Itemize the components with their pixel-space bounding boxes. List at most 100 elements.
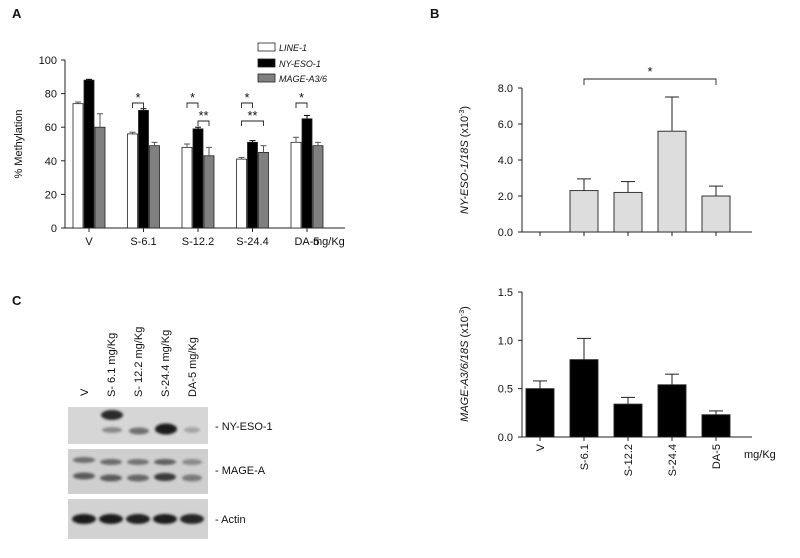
- panel-b-letter: B: [430, 6, 439, 21]
- band-nyeso1-s61-upper: [101, 410, 123, 420]
- chart-b-bottom-y-tick-label: 1.5: [498, 287, 513, 299]
- band-actin-v: [72, 514, 96, 524]
- band-nyeso1-s61-lower: [102, 427, 122, 433]
- chart-a-y-tick-label: 60: [45, 122, 57, 134]
- chart-a-x-tick-label: V: [85, 236, 93, 248]
- chart-a-bar: [301, 118, 313, 229]
- legend-swatch-line1: [257, 42, 276, 52]
- band-mage-da5-upper: [182, 459, 202, 465]
- band-mage-s122-upper: [127, 459, 149, 465]
- chart-a-bar: [94, 126, 106, 229]
- chart-b-bottom-bars: [525, 337, 731, 438]
- chart-a-bar: [203, 155, 215, 229]
- chart-b-top-bar: [613, 191, 643, 233]
- chart-a-bar: [290, 141, 302, 229]
- chart-a-y-ticks: 0 20 40 60 80 100: [39, 55, 65, 235]
- chart-b-bottom-bar: [569, 359, 599, 438]
- legend-label-line1: LINE-1: [279, 43, 307, 53]
- chart-a-x-tick-label: S-24.4: [236, 236, 268, 248]
- chart-a-bar: [236, 158, 247, 229]
- chart-b-bottom-y-tick-label: 0.5: [498, 384, 513, 396]
- chart-a-significance-bracket: [186, 102, 199, 108]
- blot-label-nyeso1: - NY-ESO-1: [215, 421, 273, 433]
- chart-b-top-y-tick-label: 4.0: [498, 155, 513, 167]
- chart-b-top: 0.0 2.0 4.0 6.0 8.0 * NY-ESO-1/18S (x10-3): [459, 64, 752, 239]
- band-mage-s244-lower: [154, 473, 176, 481]
- chart-b-bottom-bar: [525, 388, 555, 438]
- chart-b-bottom-y-tick-label: 0.0: [498, 432, 513, 444]
- panel-c-letter: C: [12, 293, 22, 308]
- band-nyeso1-s122: [129, 427, 149, 435]
- chart-a-y-tick-label: 40: [45, 156, 57, 168]
- chart-b-bottom-bar: [657, 384, 687, 438]
- chart-b-bottom-x-ticks: [539, 437, 717, 441]
- chart-a-bar: [247, 141, 258, 229]
- band-nyeso1-da5: [184, 427, 200, 433]
- band-mage-s122-lower: [127, 474, 149, 482]
- chart-a-x-unit: mg/Kg: [313, 236, 345, 248]
- blot-row-mage: - MAGE-A: [68, 449, 266, 494]
- chart-a-y-tick-label: 80: [45, 89, 57, 101]
- chart-a-x-labels: V S-6.1 S-12.2 S-24.4 DA-5: [85, 228, 320, 248]
- chart-a-x-tick-label: S-12.2: [182, 236, 214, 248]
- chart-b-top-significance-bracket: [583, 78, 717, 85]
- chart-a-y-tick-label: 100: [39, 55, 57, 67]
- chart-b-top-bars: [569, 96, 731, 233]
- chart-a-bar: [181, 146, 193, 229]
- blot-label-actin: - Actin: [215, 514, 246, 526]
- chart-a-significance-bracket: [197, 120, 210, 126]
- chart-a-y-axis-title: % Methylation: [13, 109, 25, 178]
- chart-a-bar: [312, 145, 324, 229]
- chart-b-top-y-tick-label: 0.0: [498, 227, 513, 239]
- blot-row-actin: - Actin: [68, 499, 246, 539]
- chart-b-bottom-bar: [701, 414, 731, 438]
- chart-a-significance-bracket: [132, 102, 144, 108]
- chart-b-top-y-ticks: 0.0 2.0 4.0 6.0 8.0: [498, 83, 522, 239]
- chart-b-top-y-axis-title: NY-ESO-1/18S (x10-3): [459, 106, 471, 214]
- chart-a-x-tick-label: DA-5: [294, 236, 319, 248]
- chart-a-bar: [127, 133, 138, 229]
- chart-b-bottom-x-tick-label: S-6.1: [579, 444, 591, 470]
- chart-b-top-y-tick-label: 2.0: [498, 191, 513, 203]
- blot-lane-label: S-24.4 mg/Kg: [160, 330, 172, 397]
- band-mage-da5-lower: [182, 474, 202, 482]
- band-actin-s61: [99, 514, 123, 524]
- chart-a-significance-label: **: [198, 108, 208, 123]
- chart-a-significance: * *******: [132, 90, 308, 126]
- chart-a-significance-label: *: [190, 90, 195, 105]
- western-blot: V S- 6.1 mg/Kg S- 12.2 mg/Kg S-24.4 mg/Kg DA…: [68, 327, 273, 539]
- chart-b-top-y-tick-label: 8.0: [498, 83, 513, 95]
- chart-b-bottom-x-tick-label: S-24.4: [667, 444, 679, 476]
- band-mage-s244-upper: [154, 459, 176, 465]
- blot-lane-label: V: [79, 388, 91, 396]
- legend-label-nyeso1: NY-ESO-1: [279, 59, 321, 69]
- chart-a-bar: [258, 151, 269, 229]
- chart-b-bottom-y-tick-label: 1.0: [498, 335, 513, 347]
- chart-a-bar: [83, 79, 95, 229]
- chart-b-bottom-x-tick-label: V: [535, 443, 547, 451]
- blot-lane-label: S- 6.1 mg/Kg: [106, 333, 118, 397]
- chart-b-top-significance-label: *: [647, 64, 652, 79]
- chart-b-bottom-x-labels: V S-6.1 S-12.2 S-24.4 DA-5: [535, 443, 723, 476]
- blot-lane-label: DA-5 mg/Kg: [187, 337, 199, 397]
- chart-b-bottom: 0.0 0.5 1.0 1.5 V S-6.1 S-12.2 S-24.4 DA-5 MAGE…: [459, 287, 776, 476]
- chart-b-top-y-tick-label: 6.0: [498, 119, 513, 131]
- blot-lane-label: S- 12.2 mg/Kg: [133, 327, 145, 397]
- chart-a-significance-label: *: [135, 90, 140, 105]
- chart-a-bars: [72, 78, 324, 229]
- band-mage-v-upper: [73, 457, 95, 463]
- chart-b-top-bar: [657, 130, 687, 233]
- blot-membrane-nyeso1: [68, 407, 208, 444]
- chart-a-significance-label: *: [299, 90, 304, 105]
- chart-b-bottom-x-unit: mg/Kg: [744, 449, 776, 461]
- chart-b-top-significance: *: [583, 64, 717, 85]
- chart-a-significance-bracket: [241, 120, 264, 126]
- band-mage-v-lower: [73, 472, 95, 480]
- blot-lane-labels: V S- 6.1 mg/Kg S- 12.2 mg/Kg S-24.4 mg/Kg DA…: [79, 327, 199, 397]
- chart-b-bottom-y-axis-title: MAGE-A3/6/18S (x10-3): [459, 306, 471, 422]
- chart-a-legend: LINE-1 NY-ESO-1 MAGE-A3/6: [257, 42, 327, 84]
- chart-a-significance-bracket: [241, 102, 253, 108]
- chart-a-y-tick-label: 20: [45, 189, 57, 201]
